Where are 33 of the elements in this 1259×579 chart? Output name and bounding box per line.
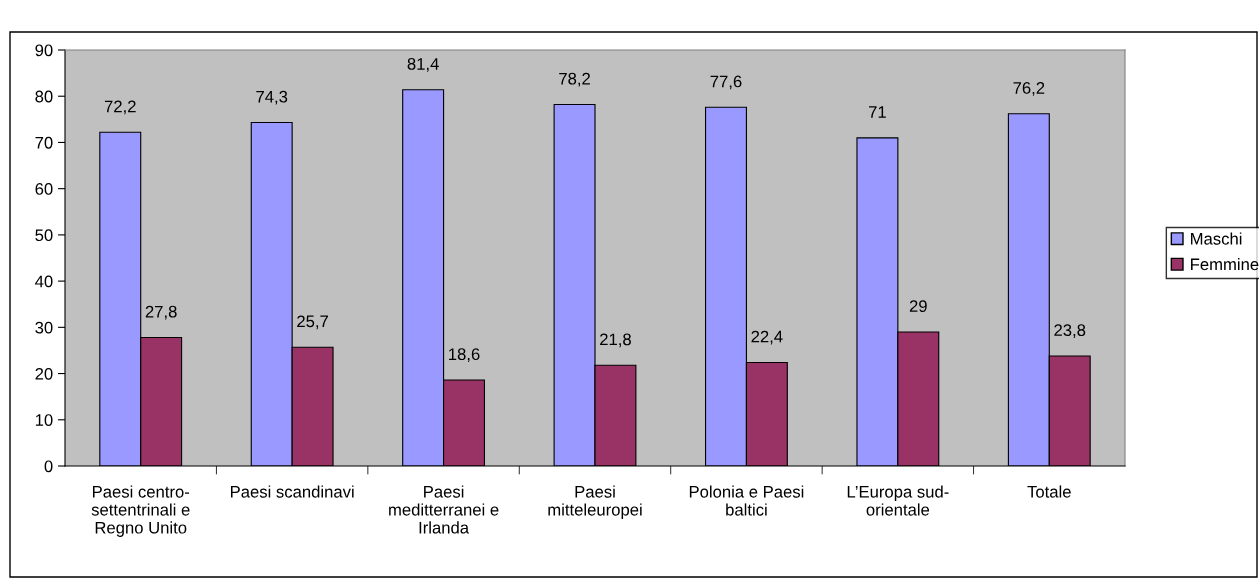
legend-label: Femmine [1191, 258, 1259, 271]
y-tick-label: 20 [35, 367, 53, 380]
x-tick-label: Polonia e Paesi baltici [689, 485, 804, 516]
text: 22,4 [751, 330, 783, 345]
y-tick-label: 80 [35, 90, 53, 103]
y-tick-label: 30 [35, 321, 53, 334]
text: 25,7 [297, 315, 328, 330]
text: 77,6 [710, 75, 742, 90]
text: 27,8 [145, 305, 177, 320]
text: 74,3 [256, 90, 288, 105]
y-tick-label: 70 [35, 136, 53, 149]
y-tick-label: 60 [35, 183, 53, 195]
x-tick-label: Paesi centro- settentrinali e Regno Unito [91, 485, 190, 537]
text: 71 [869, 106, 886, 118]
text: 21,8 [600, 333, 631, 348]
y-tick-label: 50 [35, 229, 53, 242]
y-tick-label: 40 [35, 275, 53, 288]
x-tick-label: Totale [1027, 485, 1071, 498]
y-tick-label: 0 [44, 460, 53, 473]
y-tick-label: 10 [35, 414, 53, 426]
text: 29 [909, 300, 927, 312]
x-tick-label: Paesi mitteleuropei [548, 485, 642, 519]
x-tick-label: L’Europa sud- orientale [847, 485, 949, 516]
x-tick-label: Paesi meditterranei e Irlanda [389, 485, 499, 534]
text: 18,6 [449, 348, 480, 363]
legend-label: Maschi [1191, 232, 1242, 245]
text: 81,4 [407, 57, 439, 72]
x-tick-label: Paesi scandinavi [230, 485, 354, 498]
text: 72,2 [104, 100, 136, 115]
text: 78,2 [559, 72, 590, 87]
text: 23,8 [1054, 324, 1086, 338]
y-tick-label: 90 [35, 44, 53, 57]
text: 76,2 [1013, 82, 1045, 96]
